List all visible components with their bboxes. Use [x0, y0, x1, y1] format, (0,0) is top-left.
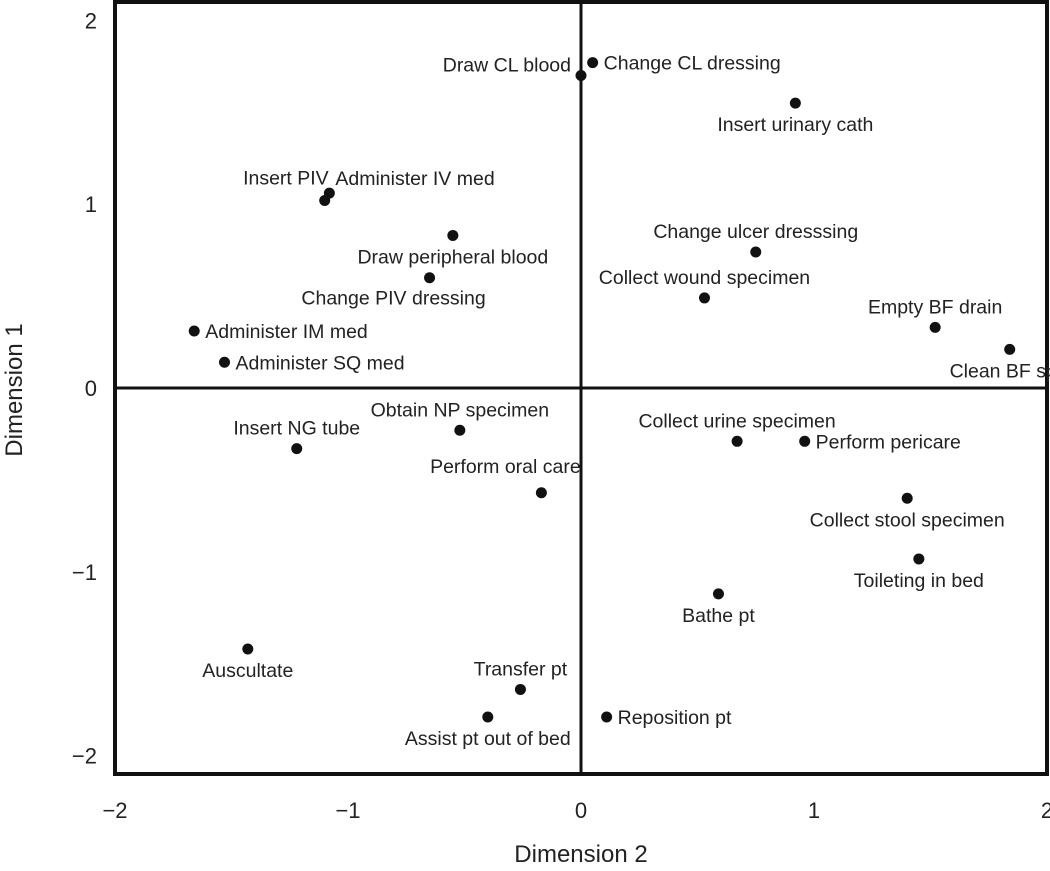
data-point	[575, 70, 587, 82]
point-label: Obtain NP specimen	[371, 399, 549, 421]
data-point	[712, 588, 724, 600]
point-label: Collect wound specimen	[599, 267, 810, 289]
point-label: Transfer pt	[474, 658, 568, 680]
data-point	[454, 424, 466, 436]
x-tick-label: 1	[808, 798, 820, 823]
data-point	[447, 229, 459, 241]
data-point	[601, 711, 613, 723]
point-label: Perform oral care	[430, 456, 581, 478]
data-point	[789, 97, 801, 109]
x-tick-label: −1	[335, 798, 360, 823]
y-axis-ticks: −2 −1 0 1 2	[72, 8, 97, 768]
data-point	[587, 57, 599, 69]
point-label: Draw peripheral blood	[357, 246, 548, 268]
x-tick-label: 2	[1041, 798, 1050, 823]
y-axis-title: Dimension 1	[1, 323, 28, 456]
y-tick-label: 1	[85, 192, 97, 217]
data-point	[482, 711, 494, 723]
point-label: Empty BF drain	[868, 296, 1002, 318]
x-axis-ticks: −2 −1 0 1 2	[102, 798, 1050, 823]
data-point	[323, 187, 335, 199]
point-label: Change CL dressing	[604, 53, 781, 75]
x-tick-label: −2	[102, 798, 127, 823]
point-label: Insert urinary cath	[717, 114, 873, 136]
data-point	[188, 325, 200, 337]
data-point	[514, 683, 526, 695]
point-label: Collect stool specimen	[810, 509, 1005, 531]
data-point	[913, 553, 925, 565]
point-label: Bathe pt	[682, 605, 755, 627]
point-label: Reposition pt	[618, 707, 732, 729]
point-label: Insert PIV	[243, 168, 329, 190]
data-point	[731, 435, 743, 447]
point-label: Insert NG tube	[233, 418, 360, 440]
data-point	[901, 492, 913, 504]
y-tick-label: −1	[72, 560, 97, 585]
data-point	[219, 356, 231, 368]
point-label: Change PIV dressing	[301, 288, 485, 310]
y-tick-label: 0	[85, 376, 97, 401]
data-points: Draw CL blood Change CL dressing Insert ur…	[188, 53, 1050, 750]
point-label: Collect urine specimen	[638, 410, 835, 432]
point-label: Clean BF spill	[950, 360, 1050, 382]
point-label: Auscultate	[202, 660, 293, 682]
data-point	[291, 443, 303, 455]
data-point	[750, 246, 762, 258]
point-label: Assist pt out of bed	[405, 728, 571, 750]
y-tick-label: 2	[85, 8, 97, 33]
point-label: Draw CL blood	[443, 55, 571, 77]
point-label: Administer SQ med	[236, 352, 405, 374]
x-axis-title: Dimension 2	[514, 841, 647, 868]
data-point	[1004, 343, 1016, 355]
data-point	[535, 487, 547, 499]
point-label: Perform pericare	[816, 431, 961, 453]
data-point	[698, 292, 710, 304]
point-label: Toileting in bed	[854, 570, 984, 592]
data-point	[424, 272, 436, 284]
plot-area	[113, 0, 1049, 776]
data-point	[799, 435, 811, 447]
data-point	[929, 321, 941, 333]
data-point	[242, 643, 254, 655]
point-label: Administer IM med	[205, 321, 368, 343]
point-label: Administer IV med	[335, 168, 494, 190]
x-tick-label: 0	[575, 798, 587, 823]
point-label: Change ulcer dresssing	[653, 221, 858, 243]
y-tick-label: −2	[72, 744, 97, 769]
